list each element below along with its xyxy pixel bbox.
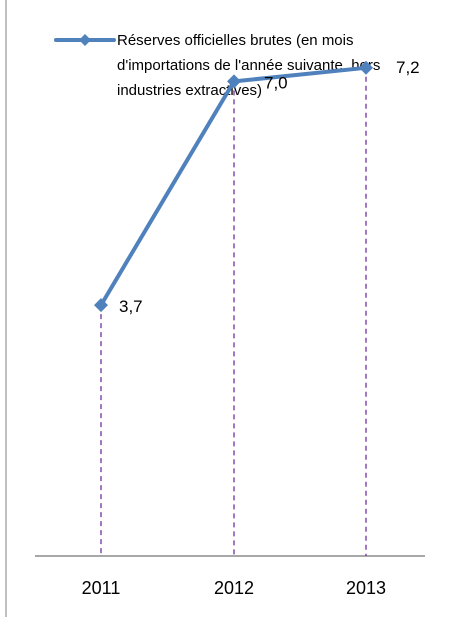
legend-series-marker (79, 34, 91, 46)
data-point-2013 (359, 60, 373, 75)
x-tick-label-2011: 2011 (82, 578, 121, 598)
data-point-2012 (227, 74, 241, 89)
legend-label-line-3: industries extractives) (117, 82, 262, 99)
chart-legend: Réserves officielles brutes (en mois d'i… (54, 32, 380, 99)
data-label-2012: 7,0 (264, 73, 288, 92)
x-tick-label-2012: 2012 (214, 578, 254, 598)
data-label-2013: 7,2 (396, 58, 420, 77)
legend-label-line-2: d'importations de l'année suivante, hors (117, 57, 380, 74)
x-tick-label-2013: 2013 (346, 578, 386, 598)
legend-label-line-1: Réserves officielles brutes (en mois (117, 32, 353, 49)
data-point-2011 (94, 298, 108, 313)
data-label-2011: 3,7 (119, 297, 143, 316)
